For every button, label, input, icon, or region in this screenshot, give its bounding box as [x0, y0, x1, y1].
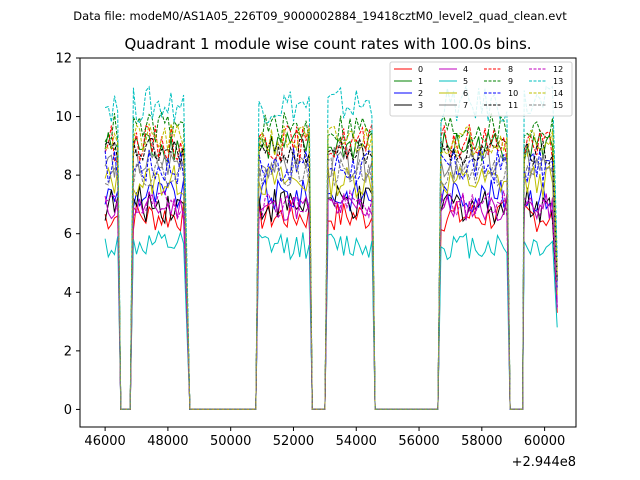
legend-label: 2	[418, 89, 423, 98]
legend-box	[389, 61, 573, 117]
figure-suptitle: Data file: modeM0/AS1A05_226T09_90000028…	[73, 9, 567, 23]
series-line-8	[104, 124, 558, 410]
legend-label: 13	[553, 77, 563, 86]
plot-lines	[104, 84, 558, 410]
y-axis: 0 2 4 6 8 10 12	[55, 52, 80, 418]
legend-label: 5	[463, 77, 468, 86]
series-line-3	[104, 184, 558, 410]
series-line-4	[104, 193, 558, 410]
x-tick-label: 56000	[398, 434, 439, 449]
x-tick-label: 48000	[147, 434, 188, 449]
series-line-0	[104, 200, 558, 410]
series-line-14	[105, 122, 558, 410]
y-tick-label: 0	[64, 403, 72, 418]
legend-label: 15	[553, 101, 563, 110]
legend-label: 0	[418, 65, 423, 74]
legend-label: 8	[508, 65, 513, 74]
y-tick-label: 4	[64, 286, 72, 301]
series-line-11	[104, 137, 558, 410]
series-line-9	[104, 111, 558, 410]
legend-label: 9	[508, 77, 513, 86]
x-tick-label: 50000	[210, 434, 251, 449]
y-tick-label: 8	[64, 169, 72, 184]
y-tick-label: 12	[55, 52, 72, 67]
series-line-12	[104, 189, 558, 410]
x-axis: 46000 48000 50000 52000 54000 56000 58000 60000	[84, 427, 565, 449]
legend-label: 11	[508, 101, 518, 110]
x-tick-label: 58000	[461, 434, 502, 449]
legend-label: 6	[463, 89, 468, 98]
y-tick-label: 2	[64, 344, 72, 359]
series-line-6	[104, 164, 558, 410]
legend-label: 4	[463, 65, 468, 74]
x-tick-label: 54000	[336, 434, 377, 449]
axes-frame	[79, 57, 577, 428]
series-line-15	[104, 157, 558, 410]
x-tick-label: 52000	[273, 434, 314, 449]
legend-label: 3	[418, 101, 423, 110]
legend-label: 12	[553, 65, 563, 74]
series-line-5	[104, 229, 558, 410]
legend-label: 1	[418, 77, 423, 86]
x-tick-label: 46000	[84, 434, 125, 449]
y-tick-label: 10	[55, 110, 72, 125]
chart-title: Quadrant 1 module wise count rates with …	[124, 35, 531, 53]
legend-label: 14	[553, 89, 563, 98]
y-tick-label: 6	[64, 227, 72, 242]
x-axis-offset-label: +2.944e8	[512, 455, 576, 470]
legend-label: 10	[508, 89, 518, 98]
series-line-10	[104, 147, 558, 410]
x-tick-label: 60000	[524, 434, 565, 449]
legend-label: 7	[463, 101, 468, 110]
